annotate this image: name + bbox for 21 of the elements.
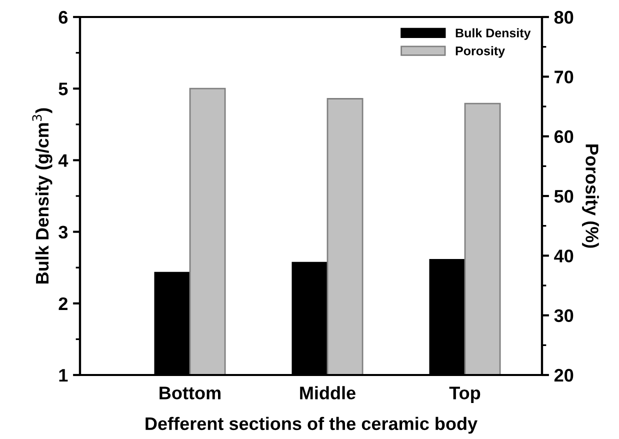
y2-tick-label: 70 (554, 70, 574, 84)
y-tick-label: 4 (58, 154, 68, 167)
x-tick-label: Top (449, 386, 480, 403)
y2-tick-label: 60 (554, 130, 574, 144)
x-axis-title: Defferent sections of the ceramic body (146, 416, 478, 434)
legend-label: Bulk Density (456, 28, 531, 40)
y-tick-label: 3 (58, 226, 68, 239)
y2-tick-label: 40 (554, 250, 574, 262)
y-tick-label: 1 (59, 369, 68, 382)
y2-tick-label: 30 (554, 309, 574, 322)
y2-tick-label: 80 (554, 10, 574, 24)
y2-axis-title: Porosity (%) (582, 144, 599, 248)
legend-label: Porosity (456, 46, 505, 58)
y-tick-label: 2 (58, 297, 68, 310)
y-tick-label: 6 (58, 10, 68, 24)
y2-tick-label: 20 (554, 368, 574, 382)
y-axis-title: Bulk Density (g/cm$^{3}$) (32, 108, 52, 284)
x-tick-label: Bottom (160, 386, 220, 400)
x-tick-label: Middle (300, 386, 356, 400)
y2-tick-label: 50 (554, 190, 574, 203)
y-tick-label: 5 (58, 82, 68, 96)
